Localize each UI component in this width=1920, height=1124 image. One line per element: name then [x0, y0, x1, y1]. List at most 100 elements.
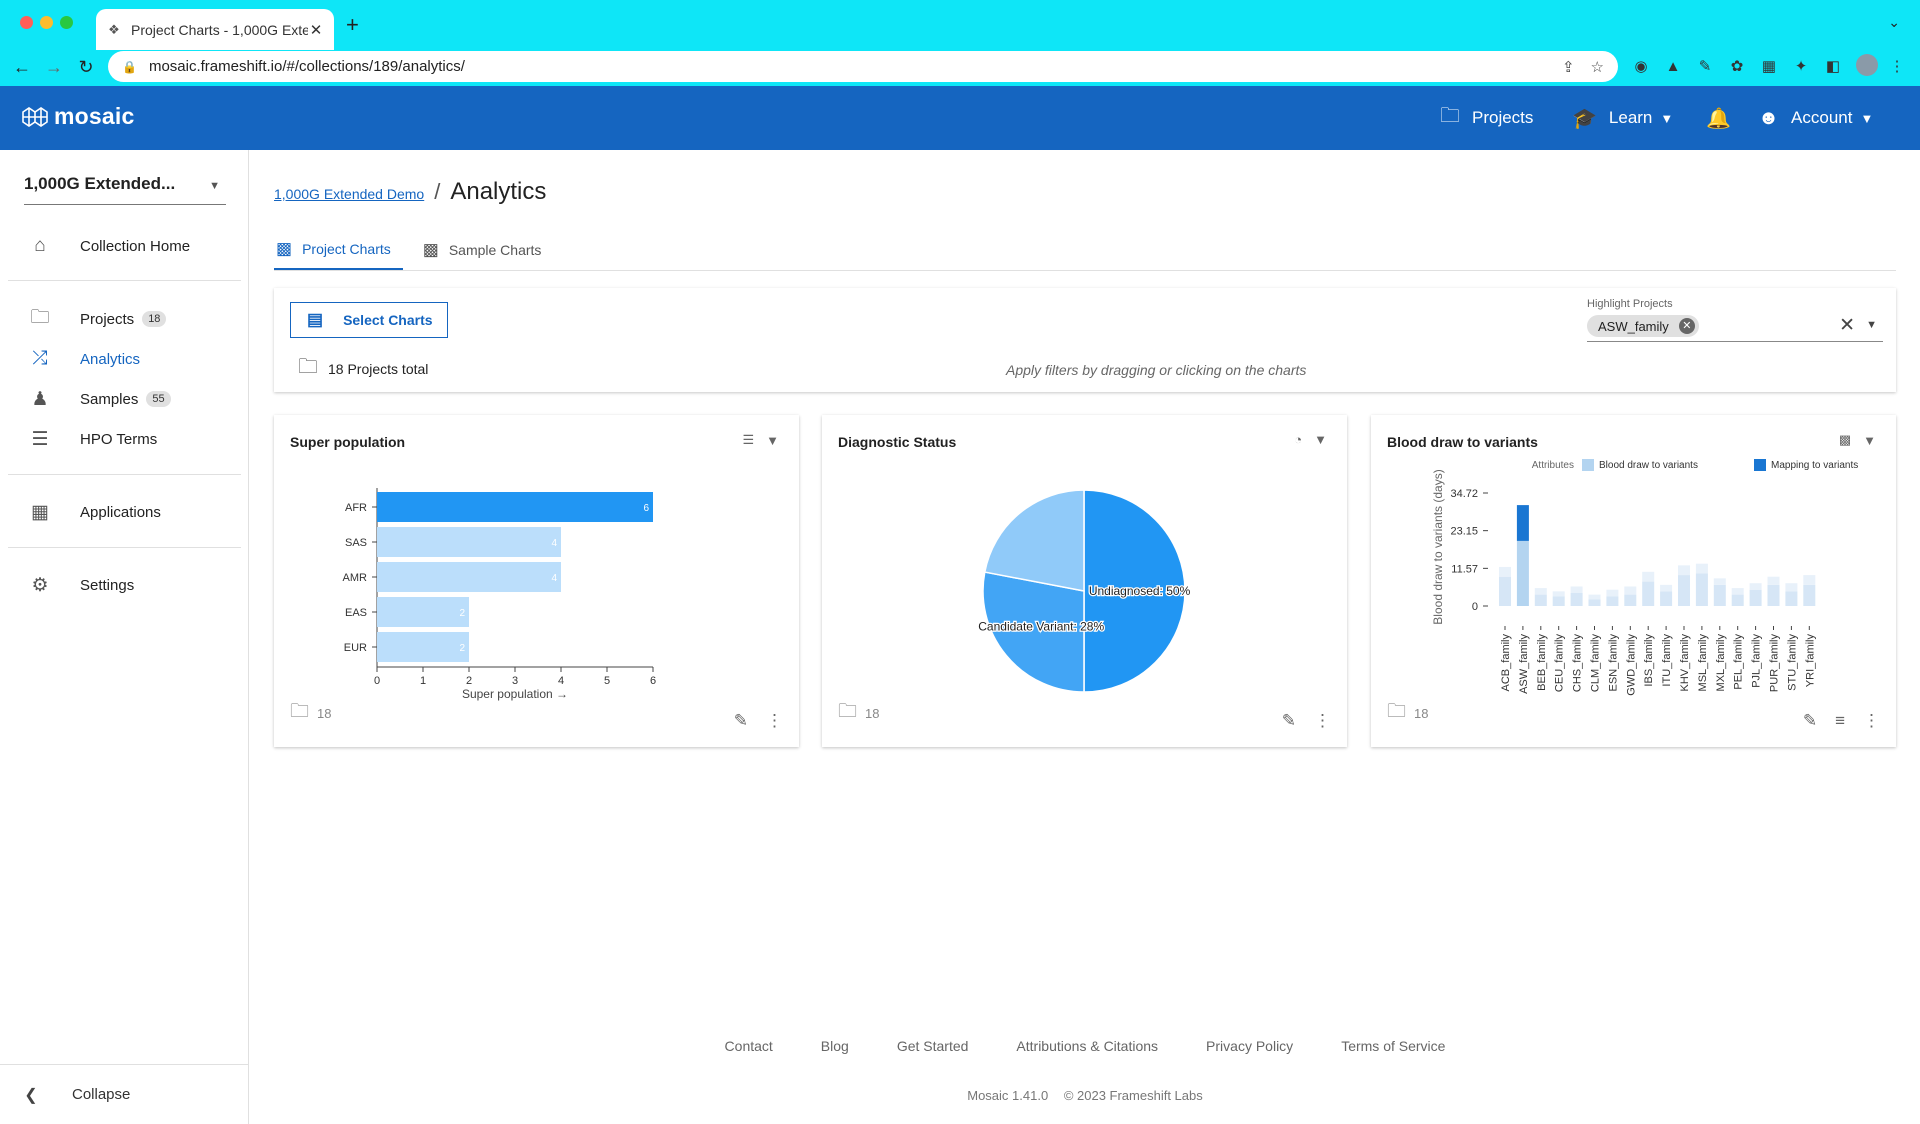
sidebar-item-collection-home[interactable]: ⌂ Collection Home	[0, 226, 249, 266]
tab-sample-charts[interactable]: ▩ Sample Charts	[421, 230, 554, 270]
bar-mxl_family-1[interactable]	[1713, 578, 1726, 585]
collection-select[interactable]: 1,000G Extended... ▼	[24, 174, 226, 205]
bar-beb_family-1[interactable]	[1534, 588, 1547, 595]
pie-slice-0[interactable]	[1083, 489, 1186, 693]
bar-pel_family-1[interactable]	[1731, 588, 1744, 595]
window-zoom-button[interactable]	[60, 16, 73, 29]
bar-gwd_family-0[interactable]	[1624, 594, 1637, 606]
browser-tab[interactable]: ❖ Project Charts - 1,000G Extend ✕	[96, 9, 334, 50]
bar-ibs_family-0[interactable]	[1642, 581, 1655, 606]
diagnostic-status-chart[interactable]: Undiagnosed: 50% Candidate Variant: 28%	[822, 415, 1347, 747]
sidebar-item-settings[interactable]: ⚙ Settings	[0, 565, 249, 605]
sidebar-item-applications[interactable]: ▦ Applications	[0, 492, 249, 532]
bar-stu_family-1[interactable]	[1785, 583, 1798, 592]
puzzle-extensions-icon[interactable]: ✦	[1794, 58, 1808, 75]
tune-settings-icon[interactable]: ≡	[1835, 711, 1845, 730]
add-comment-icon[interactable]: ✎	[1281, 711, 1296, 730]
bar-eas[interactable]	[377, 597, 469, 627]
window-close-button[interactable]	[20, 16, 33, 29]
forward-arrow-icon[interactable]: →	[45, 56, 63, 77]
bar-yri_family-1[interactable]	[1803, 575, 1816, 585]
bar-pel_family-0[interactable]	[1731, 594, 1744, 606]
more-vert-icon[interactable]: ⋮	[766, 711, 783, 730]
bar-ceu_family-0[interactable]	[1552, 596, 1565, 606]
new-tab-icon[interactable]: +	[346, 12, 359, 37]
sidebar-item-analytics[interactable]: ⤮ Analytics	[0, 339, 249, 379]
sidebar-item-samples[interactable]: ♟ Samples 55	[0, 379, 249, 419]
add-comment-icon[interactable]: ✎	[1802, 711, 1818, 730]
header-projects-link[interactable]: 🗀 Projects	[1440, 86, 1533, 150]
blood-draw-chart[interactable]: Attributes Blood draw to variants Mapping …	[1371, 415, 1896, 747]
bar-pjl_family-0[interactable]	[1749, 589, 1762, 606]
select-charts-button[interactable]: ▤ Select Charts	[290, 302, 448, 338]
bar-itu_family-0[interactable]	[1660, 591, 1673, 606]
bookmark-star-icon[interactable]: ☆	[1590, 58, 1604, 76]
breadcrumb-collection-link[interactable]: 1,000G Extended Demo	[274, 186, 425, 202]
clear-icon[interactable]: ✕	[1839, 315, 1855, 336]
bar-itu_family-1[interactable]	[1660, 584, 1673, 592]
address-bar[interactable]: 🔒 mosaic.frameshift.io/#/collections/189…	[108, 51, 1618, 82]
pie-slice-1[interactable]	[982, 571, 1085, 693]
footer-link-blog[interactable]: Blog	[820, 1038, 849, 1054]
bar-msl_family-0[interactable]	[1695, 573, 1708, 606]
sidebar-item-hpo-terms[interactable]: ☰ HPO Terms	[0, 419, 249, 459]
more-vert-icon[interactable]: ⋮	[1314, 711, 1331, 730]
bar-khv_family-1[interactable]	[1678, 565, 1690, 576]
chevron-down-icon[interactable]: ▼	[1863, 432, 1876, 448]
more-vert-icon[interactable]: ⋮	[1863, 711, 1880, 730]
bar-eur[interactable]	[377, 632, 469, 662]
password-extension-icon[interactable]: ◉	[1634, 58, 1648, 75]
footer-link-attributions[interactable]: Attributions & Citations	[1016, 1038, 1159, 1054]
sidepanel-icon[interactable]: ◧	[1825, 58, 1841, 75]
profile-avatar[interactable]	[1856, 54, 1878, 76]
color-extension-icon[interactable]: ✿	[1730, 58, 1744, 75]
header-learn-menu[interactable]: 🎓 Learn ▼	[1572, 86, 1673, 150]
bar-msl_family-1[interactable]	[1695, 563, 1708, 574]
bar-esn_family-0[interactable]	[1606, 596, 1619, 606]
notifications-bell-icon[interactable]: 🔔	[1706, 86, 1743, 150]
collapse-sidebar-button[interactable]: ❮ Collapse	[0, 1064, 249, 1124]
super-population-chart[interactable]: AFR 6 SAS 4 AMR 4 EAS 2 EUR 2 0 1 2 3 4 5 6 Super populat…	[274, 415, 799, 747]
bar-afr[interactable]	[377, 492, 653, 522]
highlight-projects-field[interactable]: Highlight Projects ASW_family ✕ ✕ ▼	[1587, 298, 1883, 342]
bar-amr[interactable]	[377, 562, 561, 592]
chart-type-pie-icon[interactable]: ◔	[1294, 432, 1303, 447]
bar-pur_family-0[interactable]	[1767, 584, 1780, 606]
highlight-chip[interactable]: ASW_family ✕	[1587, 315, 1699, 337]
chevron-down-icon[interactable]: ▼	[1314, 432, 1327, 447]
header-account-menu[interactable]: ☻ Account ▼	[1758, 86, 1873, 150]
chart-type-bar-icon[interactable]: ☰	[742, 432, 755, 447]
add-comment-icon[interactable]: ✎	[733, 711, 748, 730]
close-tab-icon[interactable]: ✕	[309, 21, 323, 39]
mosaic-logo[interactable]: mosaic	[22, 103, 134, 130]
sidebar-item-projects[interactable]: 🗀 Projects 18	[0, 299, 249, 339]
bar-asw_family-1[interactable]	[1516, 505, 1529, 541]
bar-chs_family-0[interactable]	[1570, 592, 1583, 606]
tab-project-charts[interactable]: ▩ Project Charts	[274, 230, 403, 270]
bar-mxl_family-0[interactable]	[1713, 584, 1726, 606]
footer-link-get-started[interactable]: Get Started	[896, 1038, 969, 1054]
bar-beb_family-0[interactable]	[1534, 594, 1547, 606]
bar-acb_family-0[interactable]	[1499, 576, 1511, 606]
bar-pur_family-1[interactable]	[1767, 576, 1780, 585]
chart-type-bar-icon[interactable]: ▩	[1838, 432, 1852, 447]
bar-esn_family-1[interactable]	[1606, 589, 1619, 597]
bar-yri_family-0[interactable]	[1803, 584, 1816, 606]
dropdown-caret-icon[interactable]: ▼	[1866, 319, 1877, 331]
footer-link-terms[interactable]: Terms of Service	[1341, 1038, 1446, 1054]
bar-sas[interactable]	[377, 527, 561, 557]
browser-menu-icon[interactable]: ⋮	[1889, 58, 1905, 75]
bar-gwd_family-1[interactable]	[1624, 586, 1637, 595]
footer-link-privacy[interactable]: Privacy Policy	[1206, 1038, 1294, 1054]
chevron-down-icon[interactable]: ▼	[766, 432, 779, 448]
pie-slice-2[interactable]	[983, 489, 1085, 592]
pen-extension-icon[interactable]: ✎	[1698, 58, 1712, 75]
bar-ceu_family-1[interactable]	[1552, 591, 1565, 597]
chip-remove-icon[interactable]: ✕	[1678, 318, 1695, 334]
font-extension-icon[interactable]: ▦	[1761, 58, 1777, 75]
bar-pjl_family-1[interactable]	[1749, 583, 1762, 590]
bar-acb_family-1[interactable]	[1499, 566, 1511, 577]
bar-chs_family-1[interactable]	[1570, 586, 1583, 593]
bar-stu_family-0[interactable]	[1785, 591, 1798, 606]
footer-link-contact[interactable]: Contact	[724, 1038, 773, 1054]
